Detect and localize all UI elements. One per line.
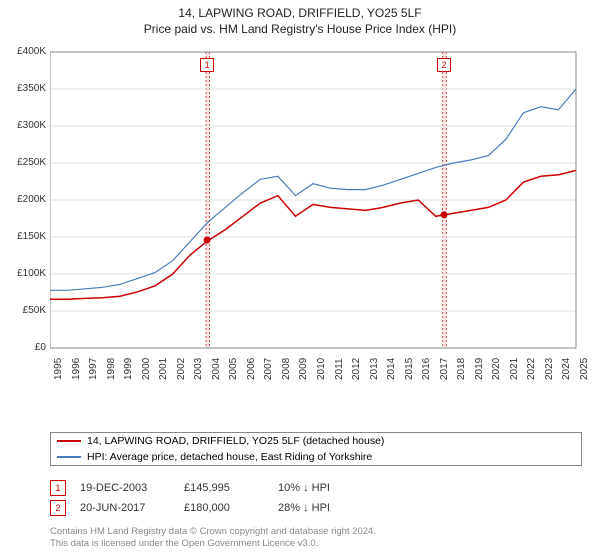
x-tick-label: 2002 <box>176 358 187 380</box>
chart-area <box>50 48 580 388</box>
x-tick-label: 1996 <box>71 358 82 380</box>
y-tick-label: £200K <box>0 194 46 205</box>
x-tick-label: 1995 <box>53 358 64 380</box>
source-line-1: Contains HM Land Registry data © Crown c… <box>50 526 580 538</box>
series-property <box>50 170 576 299</box>
x-tick-label: 2021 <box>509 358 520 380</box>
x-tick-label: 2023 <box>544 358 555 380</box>
x-tick-label: 2004 <box>211 358 222 380</box>
x-tick-label: 2001 <box>158 358 169 380</box>
sale-marker-badge: 1 <box>200 58 214 72</box>
footnote-row: 2 20-JUN-2017 £180,000 28% ↓ HPI <box>50 500 580 516</box>
x-tick-label: 2016 <box>421 358 432 380</box>
source-text: Contains HM Land Registry data © Crown c… <box>50 526 580 551</box>
x-tick-label: 2006 <box>246 358 257 380</box>
x-tick-label: 2019 <box>474 358 485 380</box>
x-tick-label: 2000 <box>141 358 152 380</box>
source-line-2: This data is licensed under the Open Gov… <box>50 538 580 550</box>
x-tick-label: 2020 <box>491 358 502 380</box>
chart-title-block: 14, LAPWING ROAD, DRIFFIELD, YO25 5LF Pr… <box>0 0 600 36</box>
x-tick-label: 2014 <box>386 358 397 380</box>
footnote-badge: 1 <box>50 480 66 496</box>
footnote-date: 19-DEC-2003 <box>80 482 170 494</box>
footnote-row: 1 19-DEC-2003 £145,995 10% ↓ HPI <box>50 480 580 496</box>
chart-subtitle: Price paid vs. HM Land Registry's House … <box>0 22 600 36</box>
x-tick-label: 2018 <box>456 358 467 380</box>
y-tick-label: £250K <box>0 157 46 168</box>
footnote-badge: 2 <box>50 500 66 516</box>
x-tick-label: 2015 <box>404 358 415 380</box>
footnotes: 1 19-DEC-2003 £145,995 10% ↓ HPI 2 20-JUN-201… <box>50 476 580 516</box>
legend: 14, LAPWING ROAD, DRIFFIELD, YO25 5LF (d… <box>50 432 582 466</box>
x-tick-label: 2025 <box>579 358 590 380</box>
x-tick-label: 1998 <box>106 358 117 380</box>
legend-text: HPI: Average price, detached house, East… <box>87 451 372 463</box>
footnote-delta: 10% ↓ HPI <box>278 482 378 494</box>
x-tick-label: 1999 <box>123 358 134 380</box>
x-tick-label: 1997 <box>88 358 99 380</box>
x-tick-label: 2008 <box>281 358 292 380</box>
x-tick-label: 2024 <box>561 358 572 380</box>
x-tick-label: 2011 <box>334 358 345 380</box>
y-tick-label: £300K <box>0 120 46 131</box>
legend-item: 14, LAPWING ROAD, DRIFFIELD, YO25 5LF (d… <box>51 433 581 449</box>
legend-swatch <box>57 456 81 458</box>
footnote-delta: 28% ↓ HPI <box>278 502 378 514</box>
x-tick-label: 2013 <box>369 358 380 380</box>
y-tick-label: £0 <box>0 342 46 353</box>
footnote-price: £145,995 <box>184 482 264 494</box>
legend-swatch <box>57 440 81 442</box>
y-tick-label: £50K <box>0 305 46 316</box>
x-tick-label: 2005 <box>228 358 239 380</box>
legend-text: 14, LAPWING ROAD, DRIFFIELD, YO25 5LF (d… <box>87 435 384 447</box>
x-tick-label: 2012 <box>351 358 362 380</box>
chart-title: 14, LAPWING ROAD, DRIFFIELD, YO25 5LF <box>0 6 600 20</box>
x-tick-label: 2022 <box>526 358 537 380</box>
sale-marker-badge: 2 <box>437 58 451 72</box>
y-tick-label: £350K <box>0 83 46 94</box>
y-tick-label: £400K <box>0 46 46 57</box>
footnote-price: £180,000 <box>184 502 264 514</box>
line-chart <box>50 48 580 388</box>
y-tick-label: £150K <box>0 231 46 242</box>
x-tick-label: 2017 <box>439 358 450 380</box>
x-tick-label: 2007 <box>263 358 274 380</box>
x-tick-label: 2010 <box>316 358 327 380</box>
footnote-date: 20-JUN-2017 <box>80 502 170 514</box>
legend-item: HPI: Average price, detached house, East… <box>51 449 581 465</box>
x-tick-label: 2009 <box>298 358 309 380</box>
x-tick-label: 2003 <box>193 358 204 380</box>
series-hpi <box>50 89 576 290</box>
y-tick-label: £100K <box>0 268 46 279</box>
